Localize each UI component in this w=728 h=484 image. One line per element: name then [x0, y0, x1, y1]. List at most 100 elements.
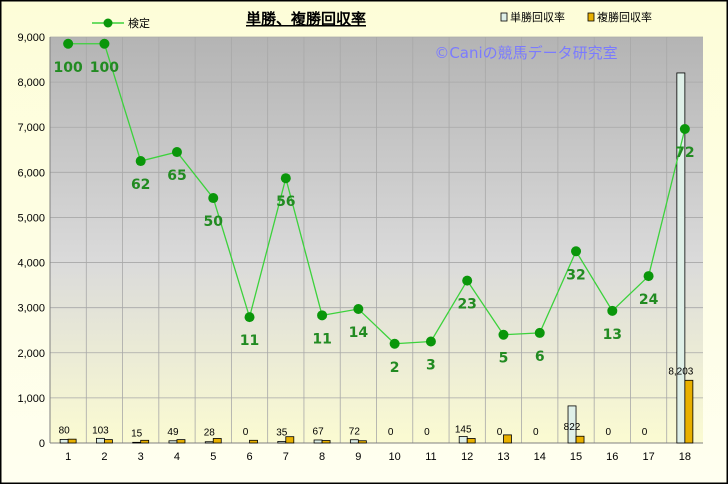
x-tick-label: 11 [425, 451, 436, 463]
line-point-label: 6 [535, 349, 545, 365]
x-tick-label: 1 [65, 451, 71, 463]
bar-win [132, 441, 142, 444]
x-tick-label: 15 [570, 451, 582, 463]
legend-win-swatch [500, 12, 508, 22]
bar-place [321, 440, 331, 444]
bar-place [466, 438, 476, 444]
line-point-label: 14 [349, 325, 369, 341]
line-point-label: 100 [54, 60, 83, 76]
bar-win [204, 441, 214, 444]
bar-win-label: 103 [92, 426, 109, 437]
line-series [63, 38, 690, 349]
bar-win [349, 439, 359, 444]
bar-win-label: 0 [533, 427, 539, 438]
bar-place [176, 439, 186, 444]
bar-win-label: 0 [243, 427, 249, 438]
bar-place [285, 436, 295, 444]
x-tick-label: 14 [534, 451, 546, 463]
x-tick-label: 3 [138, 451, 144, 463]
bar-win-label: 8,203 [668, 366, 693, 377]
bar-place [140, 439, 150, 444]
grid [49, 36, 703, 444]
line-point-label: 11 [312, 331, 331, 347]
bars [59, 72, 694, 444]
line-point-label: 3 [426, 358, 436, 374]
line-point [244, 312, 255, 323]
bar-place [503, 434, 512, 444]
line-point [171, 147, 182, 158]
bar-win [676, 72, 686, 444]
y-tick-label: 5,000 [17, 212, 45, 224]
x-tick-label: 12 [461, 451, 473, 463]
line-point [389, 338, 400, 349]
bar-win [59, 438, 69, 444]
legend-place-label: 複勝回収率 [597, 10, 652, 24]
bar-win [458, 436, 468, 444]
line-point [99, 38, 110, 49]
line-point [498, 329, 509, 340]
line-point-label: 11 [240, 333, 259, 349]
bar-win-label: 35 [276, 427, 288, 438]
line-point [571, 246, 582, 257]
line-path [68, 43, 686, 345]
line-point-label: 13 [603, 327, 622, 343]
bar-win-label: 0 [424, 427, 430, 438]
bar-place [249, 439, 258, 444]
bar-win-label: 145 [455, 424, 472, 435]
bar-win [313, 439, 323, 444]
x-tick-label: 16 [606, 451, 618, 463]
x-tick-label: 5 [210, 451, 216, 463]
line-point [679, 124, 690, 135]
line-point-label: 32 [566, 267, 585, 283]
line-point-label: 100 [90, 60, 119, 76]
line-point [462, 275, 473, 286]
watermark: ©Caniの競馬データ研究室 [434, 44, 617, 62]
legend-line-marker [103, 18, 113, 28]
line-point-label: 56 [276, 194, 295, 210]
bar-place [104, 439, 113, 444]
x-tick-label: 13 [497, 451, 509, 463]
x-tick-label: 17 [642, 451, 654, 463]
line-point [353, 304, 364, 315]
line-point [425, 336, 436, 347]
line-point-label: 62 [131, 177, 150, 193]
bar-place [684, 379, 694, 444]
x-tick-label: 18 [679, 451, 691, 463]
x-tick-label: 8 [319, 451, 325, 463]
x-tick-label: 2 [101, 451, 107, 463]
line-point-label: 50 [204, 214, 224, 230]
y-tick-label: 6,000 [17, 167, 45, 179]
y-tick-label: 0 [39, 438, 45, 450]
line-point-label: 65 [167, 168, 186, 184]
line-point [208, 193, 219, 204]
y-tick-label: 7,000 [17, 122, 45, 134]
y-tick-label: 9,000 [17, 32, 45, 44]
legend-place-swatch [587, 12, 595, 22]
bar-win-label: 28 [204, 428, 216, 439]
bar-win-label: 0 [642, 427, 648, 438]
line-point [643, 271, 654, 282]
y-tick-label: 8,000 [17, 77, 45, 89]
line-point-label: 5 [499, 351, 509, 367]
x-tick-label: 6 [246, 451, 252, 463]
bar-win [567, 405, 577, 444]
bar-place [212, 438, 222, 444]
line-point [63, 38, 74, 49]
line-point [317, 310, 328, 321]
bar-win-label: 0 [497, 427, 503, 438]
bar-place [67, 438, 77, 444]
y-tick-label: 2,000 [17, 348, 45, 360]
line-point [280, 173, 291, 184]
bar-place [357, 440, 367, 444]
y-tick-label: 4,000 [17, 258, 45, 270]
legend-line-label: 検定 [128, 16, 150, 30]
line-point [135, 156, 146, 167]
bar-win-label: 67 [313, 427, 325, 438]
x-tick-label: 9 [355, 451, 361, 463]
x-tick-label: 10 [389, 451, 401, 463]
bar-win-label: 80 [59, 425, 71, 436]
line-point [607, 305, 618, 316]
x-tick-label: 7 [283, 451, 289, 463]
